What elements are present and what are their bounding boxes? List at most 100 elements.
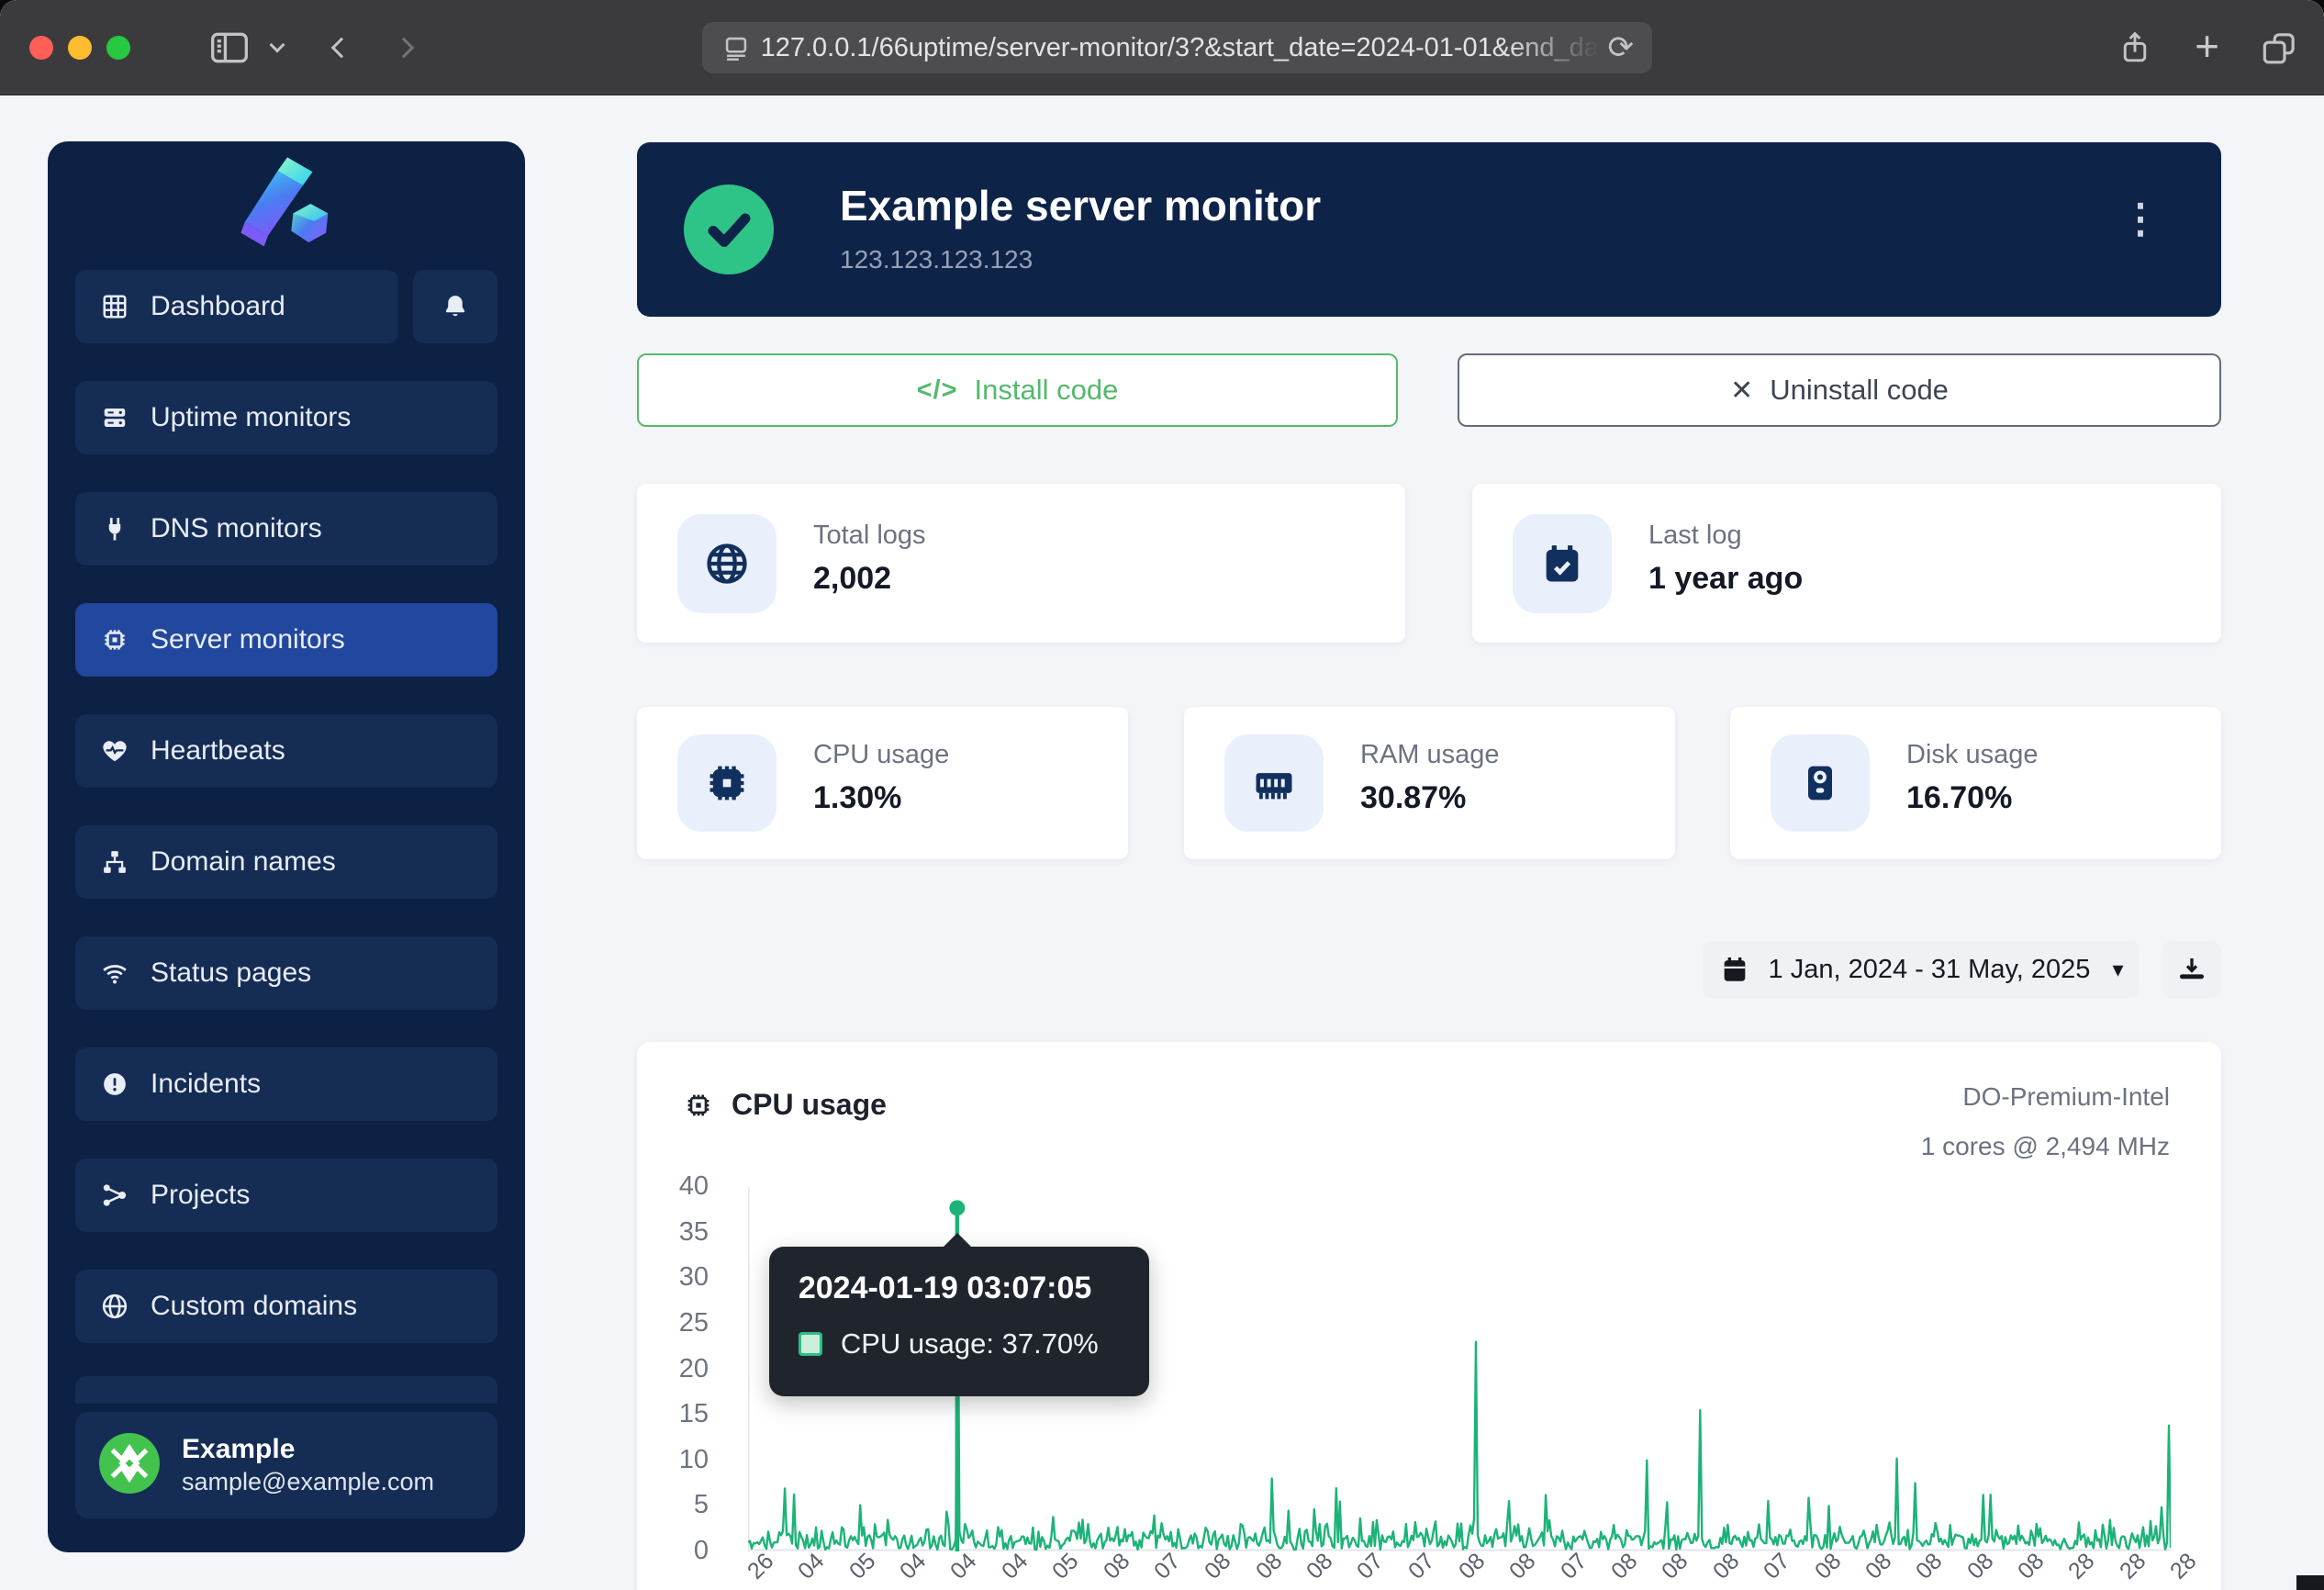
cpu-usage-chart-card: CPU usage DO-Premium-Intel 1 cores @ 2,4…	[637, 1042, 2221, 1590]
sidebar: Dashboard U	[48, 141, 525, 1552]
code-icon: </>	[917, 375, 958, 406]
uninstall-code-button[interactable]: ✕ Uninstall code	[1458, 353, 2221, 427]
minimize-window-button[interactable]	[68, 36, 92, 60]
stat-value: 1.30%	[813, 780, 901, 816]
browser-window: 127.0.0.1/66uptime/server-monitor/3?&sta…	[0, 0, 2324, 1590]
x-tick-label: 08	[2013, 1548, 2050, 1584]
address-bar[interactable]: 127.0.0.1/66uptime/server-monitor/3?&sta…	[702, 22, 1652, 73]
calendar-icon	[1719, 954, 1750, 985]
server-specs-label: 1 cores @ 2,494 MHz	[1921, 1132, 2170, 1161]
chart-tooltip: 2024-01-19 03:07:05 CPU usage: 37.70%	[769, 1247, 1149, 1396]
tooltip-value: CPU usage: 37.70%	[841, 1327, 1099, 1360]
back-button[interactable]	[334, 40, 349, 55]
close-window-button[interactable]	[29, 36, 53, 60]
sidebar-item-partial[interactable]	[75, 1376, 497, 1404]
page-settings-icon[interactable]	[721, 32, 752, 63]
x-tick-label: 28	[2063, 1548, 2100, 1584]
stat-card-disk: Disk usage 16.70%	[1730, 707, 2221, 859]
download-report-button[interactable]	[2162, 941, 2221, 998]
y-tick-label: 35	[637, 1217, 709, 1248]
y-tick-label: 0	[637, 1536, 709, 1566]
stat-label: RAM usage	[1360, 740, 1500, 770]
y-tick-label: 5	[637, 1490, 709, 1520]
y-tick-label: 20	[637, 1354, 709, 1384]
server-plan-label: DO-Premium-Intel	[1962, 1082, 2170, 1112]
stat-card-ram: RAM usage 30.87%	[1184, 707, 1675, 859]
stat-label: Total logs	[813, 521, 926, 551]
tooltip-timestamp: 2024-01-19 03:07:05	[799, 1271, 1091, 1306]
new-tab-icon[interactable]: +	[2195, 25, 2219, 67]
sidebar-item-label: Dashboard	[151, 291, 285, 322]
globe-icon	[677, 514, 777, 613]
x-tick-label: 08	[1860, 1548, 1897, 1584]
reload-icon[interactable]: ⟳	[1608, 29, 1635, 66]
x-tick-label: 05	[1047, 1548, 1084, 1584]
tab-overview-icon[interactable]	[2262, 29, 2298, 66]
sidebar-item-projects[interactable]: Projects	[75, 1159, 497, 1232]
sidebar-item-domain-names[interactable]: Domain names	[75, 825, 497, 899]
zoom-window-button[interactable]	[106, 36, 130, 60]
x-axis: 2604050404040508070808080707080807080808…	[748, 1566, 2171, 1590]
sidebar-item-uptime-monitors[interactable]: Uptime monitors	[75, 381, 497, 454]
y-tick-label: 40	[637, 1171, 709, 1202]
sidebar-item-server-monitors[interactable]: Server monitors	[75, 603, 497, 677]
sitemap-icon	[101, 848, 128, 876]
x-tick-label: 07	[1352, 1548, 1389, 1584]
tab-group-chevron-icon[interactable]	[272, 44, 283, 50]
stat-card-total-logs: Total logs 2,002	[637, 484, 1405, 643]
install-code-label: Install code	[975, 374, 1119, 407]
x-tick-label: 08	[1454, 1548, 1491, 1584]
stat-value: 16.70%	[1906, 780, 2012, 816]
x-tick-label: 05	[844, 1548, 881, 1584]
share-icon[interactable]	[2117, 29, 2152, 66]
stat-label: CPU usage	[813, 740, 949, 770]
x-tick-label: 28	[2115, 1548, 2151, 1584]
sidebar-item-label: Server monitors	[151, 624, 345, 655]
sidebar-item-label: Heartbeats	[151, 735, 285, 767]
install-code-button[interactable]: </> Install code	[637, 353, 1398, 427]
monitor-ip: 123.123.123.123	[840, 245, 1033, 274]
cpu-chip-icon	[101, 626, 128, 654]
y-axis: 4035302520151050	[637, 1187, 725, 1551]
data-point-marker	[949, 1200, 965, 1215]
monitor-title: Example server monitor	[840, 181, 1321, 230]
x-tick-label: 08	[1708, 1548, 1745, 1584]
cpu-chip-icon	[684, 1091, 713, 1120]
date-range-picker[interactable]: 1 Jan, 2024 - 31 May, 2025 ▾	[1703, 941, 2140, 998]
profile-name: Example	[182, 1432, 434, 1467]
page-content: Dashboard U	[0, 95, 2324, 1590]
stat-card-cpu: CPU usage 1.30%	[637, 707, 1128, 859]
uninstall-code-label: Uninstall code	[1770, 374, 1949, 407]
forward-button[interactable]	[397, 40, 411, 55]
stat-label: Last log	[1648, 521, 1742, 551]
kebab-menu-icon[interactable]: ⋮	[2120, 199, 2157, 240]
sidebar-toggle-icon[interactable]	[209, 30, 250, 65]
x-tick-label: 08	[1200, 1548, 1236, 1584]
sidebar-item-dashboard[interactable]: Dashboard	[75, 270, 398, 343]
notifications-button[interactable]	[413, 270, 497, 343]
x-tick-label: 28	[2165, 1548, 2202, 1584]
x-tick-label: 08	[1911, 1548, 1948, 1584]
profile-email: sample@example.com	[182, 1466, 434, 1498]
x-tick-label: 08	[1504, 1548, 1541, 1584]
sidebar-item-status-pages[interactable]: Status pages	[75, 936, 497, 1010]
unknown-corner-element	[2296, 1575, 2324, 1590]
y-tick-label: 25	[637, 1308, 709, 1338]
sidebar-item-dns-monitors[interactable]: DNS monitors	[75, 492, 497, 565]
app-logo[interactable]	[48, 154, 525, 253]
y-tick-label: 30	[637, 1262, 709, 1293]
x-tick-label: 04	[793, 1548, 830, 1584]
grid-icon	[101, 293, 128, 320]
sidebar-item-label: Status pages	[151, 957, 311, 989]
sidebar-item-heartbeats[interactable]: Heartbeats	[75, 714, 497, 788]
sidebar-item-incidents[interactable]: Incidents	[75, 1047, 497, 1121]
x-tick-label: 07	[1556, 1548, 1592, 1584]
sidebar-item-custom-domains[interactable]: Custom domains	[75, 1270, 497, 1343]
user-profile[interactable]: Example sample@example.com	[75, 1412, 497, 1518]
status-up-icon	[684, 185, 774, 279]
share-nodes-icon	[101, 1181, 128, 1209]
globe-icon	[101, 1293, 128, 1320]
sidebar-item-label: Domain names	[151, 846, 336, 878]
chart-plot-area[interactable]: 2024-01-19 03:07:05 CPU usage: 37.70%	[748, 1187, 2171, 1551]
server-stack-icon	[101, 404, 128, 431]
